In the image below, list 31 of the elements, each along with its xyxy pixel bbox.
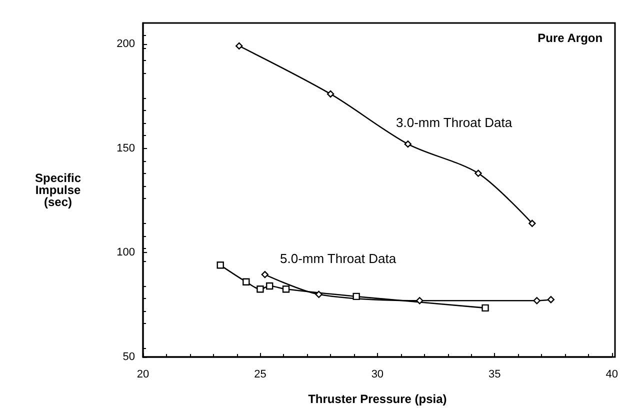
point <box>352 292 360 300</box>
point <box>282 286 290 293</box>
x-tick-label: 25 <box>254 368 266 380</box>
point <box>242 278 250 286</box>
point <box>256 286 264 293</box>
point <box>216 262 224 269</box>
annotation: 3.0-mm Throat Data <box>396 115 513 130</box>
y-tick-label: 100 <box>116 246 135 259</box>
annotation: 5.0-mm Throat Data <box>280 251 397 266</box>
x-tick-label: 40 <box>606 368 618 380</box>
y-axis-title: Specific Impulse (sec) <box>34 171 82 209</box>
x-tick-label: 20 <box>136 368 150 380</box>
point <box>474 170 482 177</box>
point <box>528 220 536 227</box>
point <box>261 270 269 278</box>
x-tick-label: 30 <box>371 368 384 380</box>
y-tick-label: 200 <box>116 38 135 50</box>
point <box>266 282 274 290</box>
point <box>416 297 424 304</box>
point <box>326 90 334 98</box>
point <box>533 297 540 304</box>
x-tick-label: 35 <box>488 368 501 380</box>
point <box>236 42 243 50</box>
point <box>315 290 322 298</box>
x-axis-title: Thruster Pressure (psia) <box>308 392 447 406</box>
annotation: Pure Argon <box>538 31 603 45</box>
y-tick-label: 50 <box>122 351 135 363</box>
point <box>547 296 555 304</box>
y-tick-label: 150 <box>116 142 135 154</box>
point <box>482 304 489 312</box>
point <box>404 140 412 148</box>
